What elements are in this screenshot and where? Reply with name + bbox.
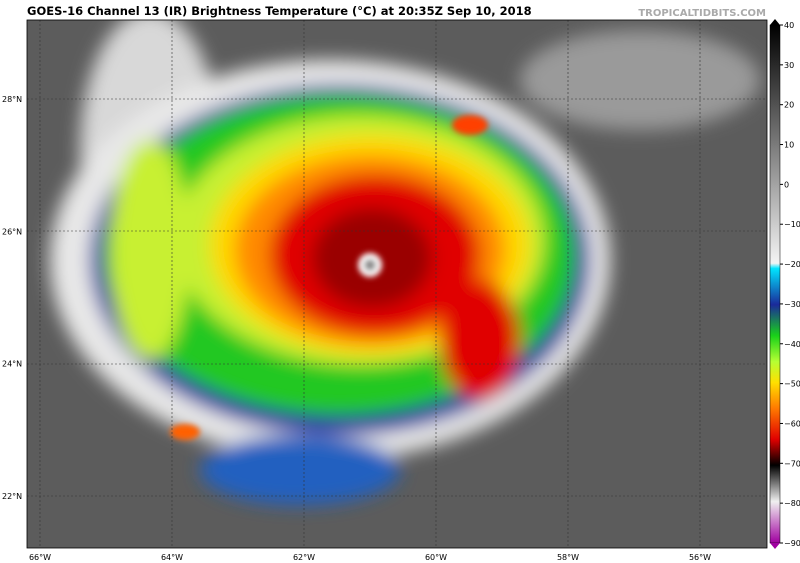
colorbar-tick-label: −80 bbox=[784, 499, 800, 508]
lon-label: 66°W bbox=[29, 553, 51, 562]
colorbar-tick-label: −50 bbox=[784, 380, 800, 389]
colorbar bbox=[769, 19, 781, 549]
lon-label: 56°W bbox=[689, 553, 711, 562]
colorbar-tick-label: −30 bbox=[784, 300, 800, 309]
lat-label: 24°N bbox=[2, 360, 22, 369]
colorbar-tick-label: −90 bbox=[784, 539, 800, 548]
watermark: TROPICALTIDBITS.COM bbox=[638, 8, 766, 19]
colorbar-tick-label: 30 bbox=[784, 61, 794, 70]
colorbar-tick-label: −60 bbox=[784, 419, 800, 428]
lat-label: 28°N bbox=[2, 95, 22, 104]
colorbar-tick-label: −40 bbox=[784, 340, 800, 349]
satellite-image bbox=[27, 20, 767, 548]
colorbar-tick-label: 10 bbox=[784, 141, 794, 150]
lon-label: 60°W bbox=[425, 553, 447, 562]
lon-label: 58°W bbox=[557, 553, 579, 562]
colorbar-tick-label: −70 bbox=[784, 459, 800, 468]
colorbar-tick-label: 20 bbox=[784, 101, 794, 110]
title: GOES-16 Channel 13 (IR) Brightness Tempe… bbox=[27, 4, 532, 18]
colorbar-tick-label: −20 bbox=[784, 260, 800, 269]
lat-label: 22°N bbox=[2, 492, 22, 501]
lat-label: 26°N bbox=[2, 227, 22, 236]
lon-label: 62°W bbox=[293, 553, 315, 562]
colorbar-tick-label: 40 bbox=[784, 21, 794, 30]
colorbar-tick-label: 0 bbox=[784, 180, 789, 189]
colorbar-tick-label: −10 bbox=[784, 220, 800, 229]
lon-label: 64°W bbox=[161, 553, 183, 562]
